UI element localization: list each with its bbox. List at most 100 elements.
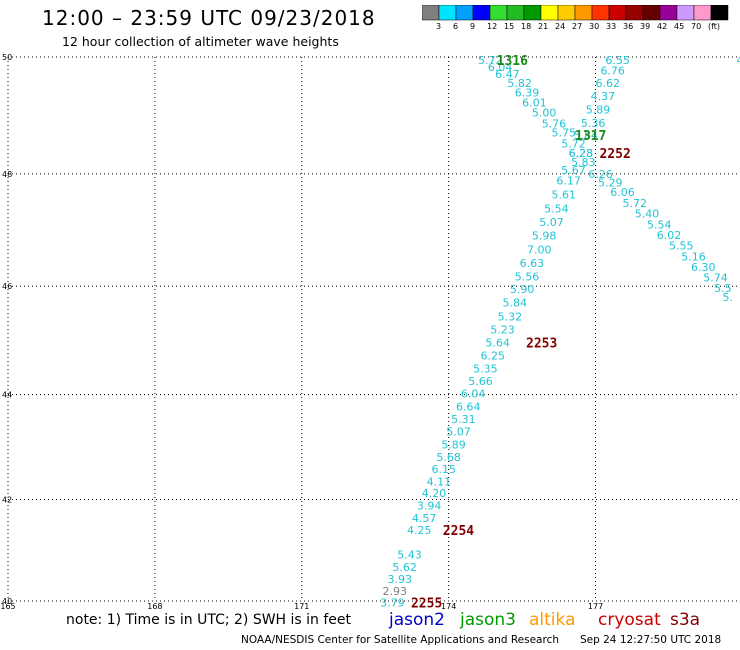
generated-timestamp: Sep 24 12:27:50 UTC 2018 <box>580 634 722 646</box>
colorbar-swatch <box>710 5 729 21</box>
satellite-s3a: s3a <box>670 610 701 630</box>
wave-height-value: 6.01 <box>522 97 547 110</box>
wave-height-value: 5.66 <box>468 375 493 388</box>
pass-time-label: 2253 <box>526 337 557 352</box>
wave-height-value: 5.98 <box>532 230 557 243</box>
wave-height-value: 5.54 <box>647 218 672 231</box>
wave-height-value: 4 <box>737 54 740 67</box>
wave-height-value: 5.75 <box>551 126 576 139</box>
colorbar-tick-label: 70 <box>691 22 702 31</box>
wave-height-value: 5.61 <box>551 188 576 201</box>
wave-height-colorbar <box>422 5 729 21</box>
satellite-altika: altika <box>529 610 576 630</box>
colorbar-tick-label: 30 <box>589 22 600 31</box>
longitude-label: 174 <box>441 602 456 610</box>
wave-height-value: 5.72 <box>561 137 586 150</box>
wave-height-value: 5.36 <box>581 117 606 130</box>
longitude-label: 177 <box>588 602 603 610</box>
wave-height-value: 4.20 <box>422 487 447 500</box>
colorbar-tick-label: 18 <box>521 22 532 31</box>
satellite-jason2: jason2 <box>389 610 445 630</box>
wave-height-value: 6.04 <box>461 388 486 401</box>
colorbar-tick-label: 36 <box>623 22 634 31</box>
colorbar-tick-label: 33 <box>606 22 617 31</box>
wave-height-value: 3.93 <box>387 573 412 586</box>
wave-height-value: 5.90 <box>510 283 535 296</box>
colorbar-tick-label: 39 <box>640 22 651 31</box>
wave-height-value: 4.11 <box>427 475 452 488</box>
colorbar-tick-label: 3 <box>436 22 442 31</box>
pass-time-label: 2254 <box>443 524 474 539</box>
wave-height-value: 5. <box>723 291 734 304</box>
longitude-label: 168 <box>147 602 162 610</box>
colorbar-tick-label: 12 <box>487 22 498 31</box>
wave-height-value: 5.40 <box>635 208 660 221</box>
wave-height-value: 2.93 <box>383 585 408 598</box>
credit-line: NOAA/NESDIS Center for Satellite Applica… <box>241 634 559 646</box>
wave-height-value: 6.06 <box>610 186 635 199</box>
colorbar-tick-label: 9 <box>470 22 476 31</box>
footer-note: note: 1) Time is in UTC; 2) SWH is in fe… <box>66 612 352 628</box>
wave-height-value: 6.28 <box>569 147 594 160</box>
wave-height-value: 5.43 <box>397 549 422 562</box>
wave-height-value: 5.74 <box>703 271 728 284</box>
longitude-label: 171 <box>294 602 309 610</box>
colorbar-tick-label: 15 <box>504 22 515 31</box>
wave-height-value: 6.76 <box>600 65 625 78</box>
colorbar-tick-label: 27 <box>572 22 583 31</box>
wave-height-value: 5.82 <box>507 77 532 90</box>
pass-time-label: 2252 <box>599 147 630 162</box>
page-title: 12:00 – 23:59 UTC 09/23/2018 <box>42 6 376 30</box>
colorbar-tick-label: 21 <box>538 22 549 31</box>
pass-time-label: 2255 <box>411 597 442 610</box>
wave-height-value: 5.67 <box>561 164 586 177</box>
wave-height-value: 5.89 <box>586 104 611 117</box>
satellite-jason3: jason3 <box>460 610 516 630</box>
latitude-label: 46 <box>2 282 12 291</box>
wave-height-value: 6.30 <box>691 261 716 274</box>
colorbar-tick-label: (ft) <box>708 22 721 31</box>
wave-height-value: 5.55 <box>669 240 694 253</box>
wave-height-value: 4.25 <box>407 524 432 537</box>
pass-time-labels: 1316 1317 2252 2253 2254 2255 <box>411 54 631 610</box>
wave-height-value: 6.62 <box>596 77 621 90</box>
wave-height-value: 4.37 <box>591 90 616 103</box>
wave-height-value: 5.84 <box>574 129 599 142</box>
longitude-label: 165 <box>0 602 15 610</box>
wave-height-value: 7.00 <box>527 244 552 257</box>
latitude-label: 44 <box>2 391 12 400</box>
wave-height-value: 5.5 <box>714 282 732 295</box>
wave-height-value: 5.31 <box>451 413 476 426</box>
colorbar-tick-label: 6 <box>453 22 459 31</box>
latitude-label: 40 <box>2 597 12 606</box>
wave-height-value: 5.54 <box>544 203 569 216</box>
observation-labels: 5.726.046.475.826.396.015.005.765.755.72… <box>380 54 740 610</box>
wave-height-value: 3.94 <box>417 500 442 513</box>
wave-height-value: 5.16 <box>681 250 706 263</box>
wave-height-value: 5.29 <box>598 176 623 189</box>
wave-height-value: 5.07 <box>446 426 471 439</box>
colorbar-tick-label: 42 <box>657 22 668 31</box>
latitude-label: 42 <box>2 495 12 504</box>
colorbar-tick-label: 24 <box>555 22 566 31</box>
wave-height-value: 5.83 <box>571 156 596 169</box>
wave-height-value: 5.32 <box>498 310 523 323</box>
wave-height-value: 5.68 <box>436 451 461 464</box>
wave-height-value: 5.00 <box>532 106 557 119</box>
wave-height-value: 6.55 <box>605 54 630 67</box>
wave-height-value: 5.72 <box>622 197 647 210</box>
wave-height-value: 5.56 <box>515 270 540 283</box>
wave-height-value: 5.64 <box>485 337 510 350</box>
latitude-label: 50 <box>2 53 12 62</box>
wave-height-value: 6.17 <box>556 175 581 188</box>
pass-time-label: 1317 <box>575 129 606 144</box>
map-grid <box>7 56 740 602</box>
wave-height-value: 6.47 <box>495 68 520 81</box>
wave-height-value: 6.23 <box>569 147 594 160</box>
satellite-cryosat: cryosat <box>598 610 661 630</box>
colorbar-tick-label: 45 <box>674 22 685 31</box>
wave-height-value: 3.79 <box>380 597 405 610</box>
wave-height-value: 6.04 <box>488 61 513 74</box>
